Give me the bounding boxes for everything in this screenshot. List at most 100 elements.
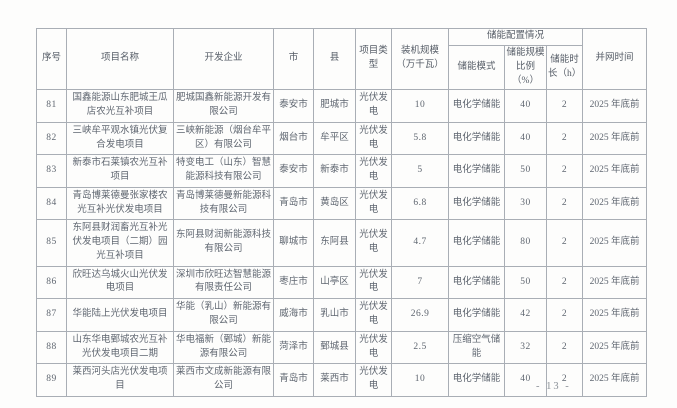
cell-project-type: 光伏发电 — [355, 154, 392, 188]
cell-storage-mode: 压缩空气储能 — [448, 330, 505, 365]
cell-county: 莱西市 — [313, 363, 356, 397]
cell-city: 泰安市 — [273, 89, 314, 123]
cell-storage-mode: 电化学储能 — [448, 298, 505, 332]
cell-grid-time: 2025 年底前 — [582, 298, 648, 332]
cell-project-name: 山东华电鄄城农光互补光伏发电项目二期 — [66, 330, 174, 365]
cell-storage-mode: 电化学储能 — [448, 89, 505, 123]
cell-developer: 三峡新能源（烟台牟平区）有限公司 — [173, 121, 274, 156]
cell-seq: 83 — [36, 154, 67, 188]
cell-storage-duration: 2 — [545, 154, 584, 188]
cell-seq: 82 — [36, 121, 67, 156]
cell-city: 菏泽市 — [273, 330, 314, 365]
table-row: 81 国鑫能源山东肥城王瓜店农光互补项目 肥城国鑫新能源开发有限公司 泰安市 肥城市 光伏… — [36, 89, 648, 123]
cell-grid-time: 2025 年底前 — [582, 121, 648, 156]
cell-seq: 85 — [36, 219, 67, 267]
cell-storage-mode: 电化学储能 — [448, 121, 505, 156]
cell-storage-duration: 2 — [545, 330, 584, 365]
cell-county: 鄄城县 — [313, 330, 356, 365]
cell-project-type: 光伏发电 — [355, 219, 392, 267]
cell-project-name: 青岛博莱德曼张家楼农光互补光伏发电项目 — [66, 186, 174, 221]
cell-storage-mode: 电化学储能 — [448, 363, 505, 397]
col-header-storage-ratio: 储能规模比例（%） — [504, 44, 547, 91]
cell-storage-ratio: 32 — [504, 330, 547, 365]
cell-project-name: 华能陆上光伏发电项目 — [66, 298, 174, 332]
cell-capacity: 10 — [391, 363, 449, 397]
cell-city: 聊城市 — [273, 219, 314, 267]
cell-project-type: 光伏发电 — [355, 265, 392, 300]
cell-county: 乳山市 — [313, 298, 356, 332]
cell-seq: 81 — [36, 89, 67, 123]
cell-project-type: 光伏发电 — [355, 363, 392, 397]
cell-city: 青岛市 — [273, 186, 314, 221]
cell-developer: 华电福新（鄄城）新能源有限公司 — [173, 330, 274, 365]
col-header-county: 县 — [313, 27, 356, 91]
cell-storage-ratio: 50 — [504, 154, 547, 188]
cell-seq: 87 — [36, 298, 67, 332]
cell-project-type: 光伏发电 — [355, 330, 392, 365]
cell-project-name: 三峡牟平观水镇光伏复合发电项目 — [66, 121, 174, 156]
cell-project-type: 光伏发电 — [355, 121, 392, 156]
cell-city: 烟台市 — [273, 121, 314, 156]
cell-grid-time: 2025 年底前 — [582, 154, 648, 188]
cell-storage-ratio: 42 — [504, 298, 547, 332]
cell-city: 枣庄市 — [273, 265, 314, 300]
cell-capacity: 26.9 — [391, 298, 449, 332]
cell-grid-time: 2025 年底前 — [582, 89, 648, 123]
cell-developer: 东阿县财润新能源科技有限公司 — [173, 219, 274, 267]
cell-capacity: 4.7 — [391, 219, 449, 267]
table-row: 85 东阿县财润畜光互补光伏发电项目（二期）园光互补项目 东阿县财润新能源科技有限公… — [36, 219, 648, 267]
cell-county: 山亭区 — [313, 265, 356, 300]
table-row: 86 欣旺达乌城火山光伏发电项目 深圳市欣旺达智慧能源有限责任公司 枣庄市 山亭区 光伏发… — [36, 265, 648, 300]
cell-storage-duration: 2 — [545, 219, 584, 267]
header-row-sub: 储能模式 储能规模比例（%） 储能时长（h） — [37, 44, 647, 91]
col-header-storage-duration: 储能时长（h） — [545, 44, 584, 91]
cell-storage-ratio: 40 — [504, 121, 547, 156]
table-row: 84 青岛博莱德曼张家楼农光互补光伏发电项目 青岛博莱德曼新能源科技有限公司 青岛市黄… — [36, 186, 648, 221]
cell-capacity: 5 — [391, 154, 449, 188]
table-header: 序号 项目名称 开发企业 市 县 项目类型 装机规模（万千瓦） 储能配置情况 并… — [36, 27, 648, 91]
cell-project-type: 光伏发电 — [355, 298, 392, 332]
col-header-storage-group: 储能配置情况 — [447, 28, 584, 46]
cell-county: 新泰市 — [313, 154, 356, 188]
cell-city: 威海市 — [273, 298, 314, 332]
cell-developer: 华能（乳山）新能源有限公司 — [173, 298, 274, 332]
cell-city: 青岛市 — [273, 363, 314, 397]
cell-seq: 89 — [36, 363, 67, 397]
cell-storage-ratio: 30 — [504, 186, 547, 221]
cell-county: 黄岛区 — [313, 186, 356, 221]
cell-capacity: 6.8 — [391, 186, 449, 221]
table-row: 82 三峡牟平观水镇光伏复合发电项目 三峡新能源（烟台牟平区）有限公司 烟台市 牟平区光… — [36, 121, 648, 156]
table-body: 81 国鑫能源山东肥城王瓜店农光互补项目 肥城国鑫新能源开发有限公司 泰安市 肥城市 光伏… — [36, 89, 648, 397]
col-header-developer: 开发企业 — [173, 27, 274, 91]
cell-developer: 特变电工（山东）智慧能源科技有限公司 — [173, 154, 274, 188]
cell-county: 东阿县 — [313, 219, 356, 267]
cell-storage-mode: 电化学储能 — [448, 186, 505, 221]
cell-capacity: 7 — [391, 265, 449, 300]
cell-storage-mode: 电化学储能 — [448, 265, 505, 300]
cell-grid-time: 2025 年底前 — [582, 330, 648, 365]
cell-capacity: 5.8 — [391, 121, 449, 156]
cell-project-name: 国鑫能源山东肥城王瓜店农光互补项目 — [66, 89, 174, 123]
cell-county: 牟平区 — [313, 121, 356, 156]
cell-developer: 莱西市文成新能源有限公司 — [173, 363, 274, 397]
cell-storage-duration: 2 — [545, 298, 584, 332]
cell-seq: 84 — [36, 186, 67, 221]
cell-storage-ratio: 80 — [504, 219, 547, 267]
cell-project-type: 光伏发电 — [355, 186, 392, 221]
projects-table: 序号 项目名称 开发企业 市 县 项目类型 装机规模（万千瓦） 储能配置情况 并… — [36, 27, 648, 397]
col-header-seq: 序号 — [36, 27, 67, 91]
col-header-type: 项目类型 — [355, 27, 392, 91]
cell-developer: 深圳市欣旺达智慧能源有限责任公司 — [173, 265, 274, 300]
col-header-capacity: 装机规模（万千瓦） — [391, 27, 449, 91]
cell-county: 肥城市 — [313, 89, 356, 123]
cell-storage-ratio: 40 — [504, 89, 547, 123]
table-row: 83 新泰市石莱镇农光互补项目 特变电工（山东）智慧能源科技有限公司 泰安市 新泰市 光伏… — [36, 154, 648, 188]
cell-seq: 88 — [36, 330, 67, 365]
cell-grid-time: 2025 年底前 — [582, 363, 648, 397]
cell-capacity: 2.5 — [391, 330, 449, 365]
cell-project-name: 东阿县财润畜光互补光伏发电项目（二期）园光互补项目 — [66, 219, 174, 267]
cell-storage-duration: 2 — [545, 363, 584, 397]
page-number: - 13 - — [536, 381, 571, 392]
col-header-grid-time: 并网时间 — [582, 27, 648, 91]
